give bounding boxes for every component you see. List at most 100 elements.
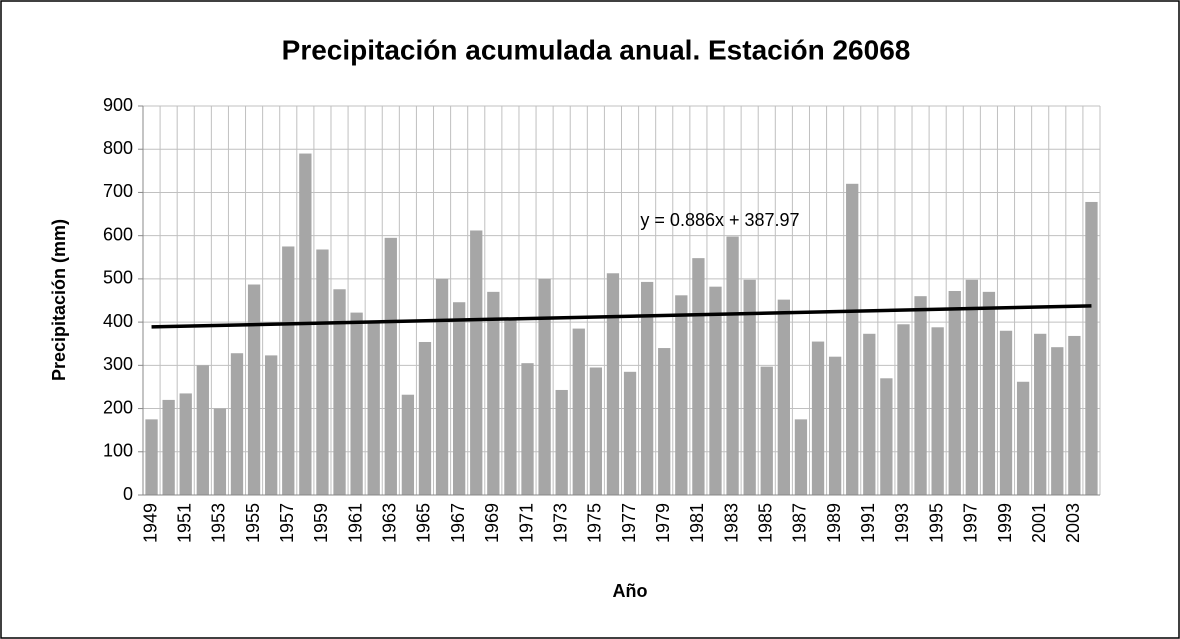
x-tick-label: 1961 (345, 503, 365, 543)
y-tick-label: 300 (103, 354, 133, 374)
bar (726, 236, 739, 495)
bar (367, 322, 380, 495)
bar (623, 371, 637, 495)
x-tick-label: 1967 (448, 503, 468, 543)
y-tick-label: 600 (103, 224, 133, 244)
bar (521, 363, 534, 495)
bar (982, 291, 996, 495)
bar (1051, 347, 1064, 495)
x-tick-label: 1959 (311, 503, 331, 543)
x-tick-label: 1951 (174, 503, 194, 543)
y-tick-label: 800 (103, 138, 133, 158)
bar (487, 291, 500, 495)
x-tick-label: 1975 (585, 503, 605, 543)
bar (897, 324, 910, 495)
x-tick-label: 1969 (482, 503, 502, 543)
bar (640, 281, 654, 495)
x-tick-label: 1989 (824, 503, 844, 543)
x-tick-label: 1979 (653, 503, 673, 543)
x-tick-label: 1971 (516, 503, 536, 543)
x-tick-label: 1993 (892, 503, 912, 543)
bar (863, 333, 876, 495)
x-tick-label: 2001 (1029, 503, 1049, 543)
x-tick-label: 1973 (550, 503, 570, 543)
bar (760, 366, 773, 495)
y-tick-label: 200 (103, 397, 133, 417)
bar (213, 408, 227, 495)
y-tick-label: 0 (123, 484, 133, 504)
x-axis-label: Año (613, 581, 648, 601)
bar (230, 353, 244, 495)
y-tick-label: 500 (103, 268, 133, 288)
x-tick-label: 1953 (209, 503, 229, 543)
bar (606, 273, 620, 495)
bar (470, 230, 483, 496)
bar (709, 286, 722, 495)
bar (435, 278, 449, 495)
bar (538, 278, 551, 495)
x-tick-label: 1977 (619, 503, 639, 543)
x-tick-label: 1949 (140, 503, 160, 543)
bar (743, 279, 756, 495)
y-tick-label: 700 (103, 181, 133, 201)
x-tick-label: 2003 (1063, 503, 1083, 543)
bar (452, 302, 466, 495)
bar (931, 327, 944, 495)
bar (948, 290, 961, 495)
bar (914, 296, 927, 495)
x-tick-label: 1957 (277, 503, 297, 543)
x-tick-label: 1991 (858, 503, 878, 543)
x-tick-label: 1965 (414, 503, 434, 543)
x-tick-label: 1983 (721, 503, 741, 543)
bar (1034, 333, 1047, 495)
bar (999, 330, 1013, 495)
bar (196, 365, 209, 495)
x-tick-label: 1985 (756, 503, 776, 543)
x-tick-label: 1997 (961, 503, 981, 543)
bar (350, 312, 363, 495)
bar (145, 419, 158, 495)
y-axis-label: Precipitación (mm) (49, 219, 69, 381)
x-tick-label: 1955 (243, 503, 263, 543)
bar (572, 328, 585, 495)
y-tick-label: 400 (103, 311, 133, 331)
x-tick-label: 1995 (926, 503, 946, 543)
bar (247, 284, 261, 495)
y-tick-label: 100 (103, 441, 133, 461)
bar (555, 389, 568, 495)
bar (316, 249, 329, 495)
bar (589, 367, 603, 495)
y-tick-label: 900 (103, 95, 133, 115)
bar (692, 258, 705, 495)
bar (401, 394, 415, 495)
bar (846, 183, 859, 496)
bar (880, 378, 893, 495)
chart-title: Precipitación acumulada anual. Estación … (282, 34, 911, 65)
bar (1068, 335, 1081, 495)
bar (282, 246, 295, 495)
bar (965, 279, 978, 495)
bar (1016, 381, 1030, 495)
trendline (151, 304, 1092, 329)
bar (777, 299, 791, 495)
bar (384, 237, 397, 496)
bar (794, 419, 808, 495)
bar (333, 289, 346, 495)
x-tick-label: 1999 (995, 503, 1015, 543)
bar (828, 356, 842, 495)
bar (162, 399, 175, 495)
bar (418, 341, 432, 495)
bar (179, 393, 192, 495)
bar (1085, 201, 1098, 495)
bar (675, 295, 688, 495)
bar (265, 355, 278, 495)
x-tick-label: 1963 (380, 503, 400, 543)
trendline-label: y = 0.886x + 387.97 (640, 210, 799, 230)
x-tick-label: 1981 (687, 503, 707, 543)
bar (811, 341, 825, 495)
bar (658, 348, 671, 495)
bar (504, 319, 517, 495)
x-tick-label: 1987 (790, 503, 810, 543)
